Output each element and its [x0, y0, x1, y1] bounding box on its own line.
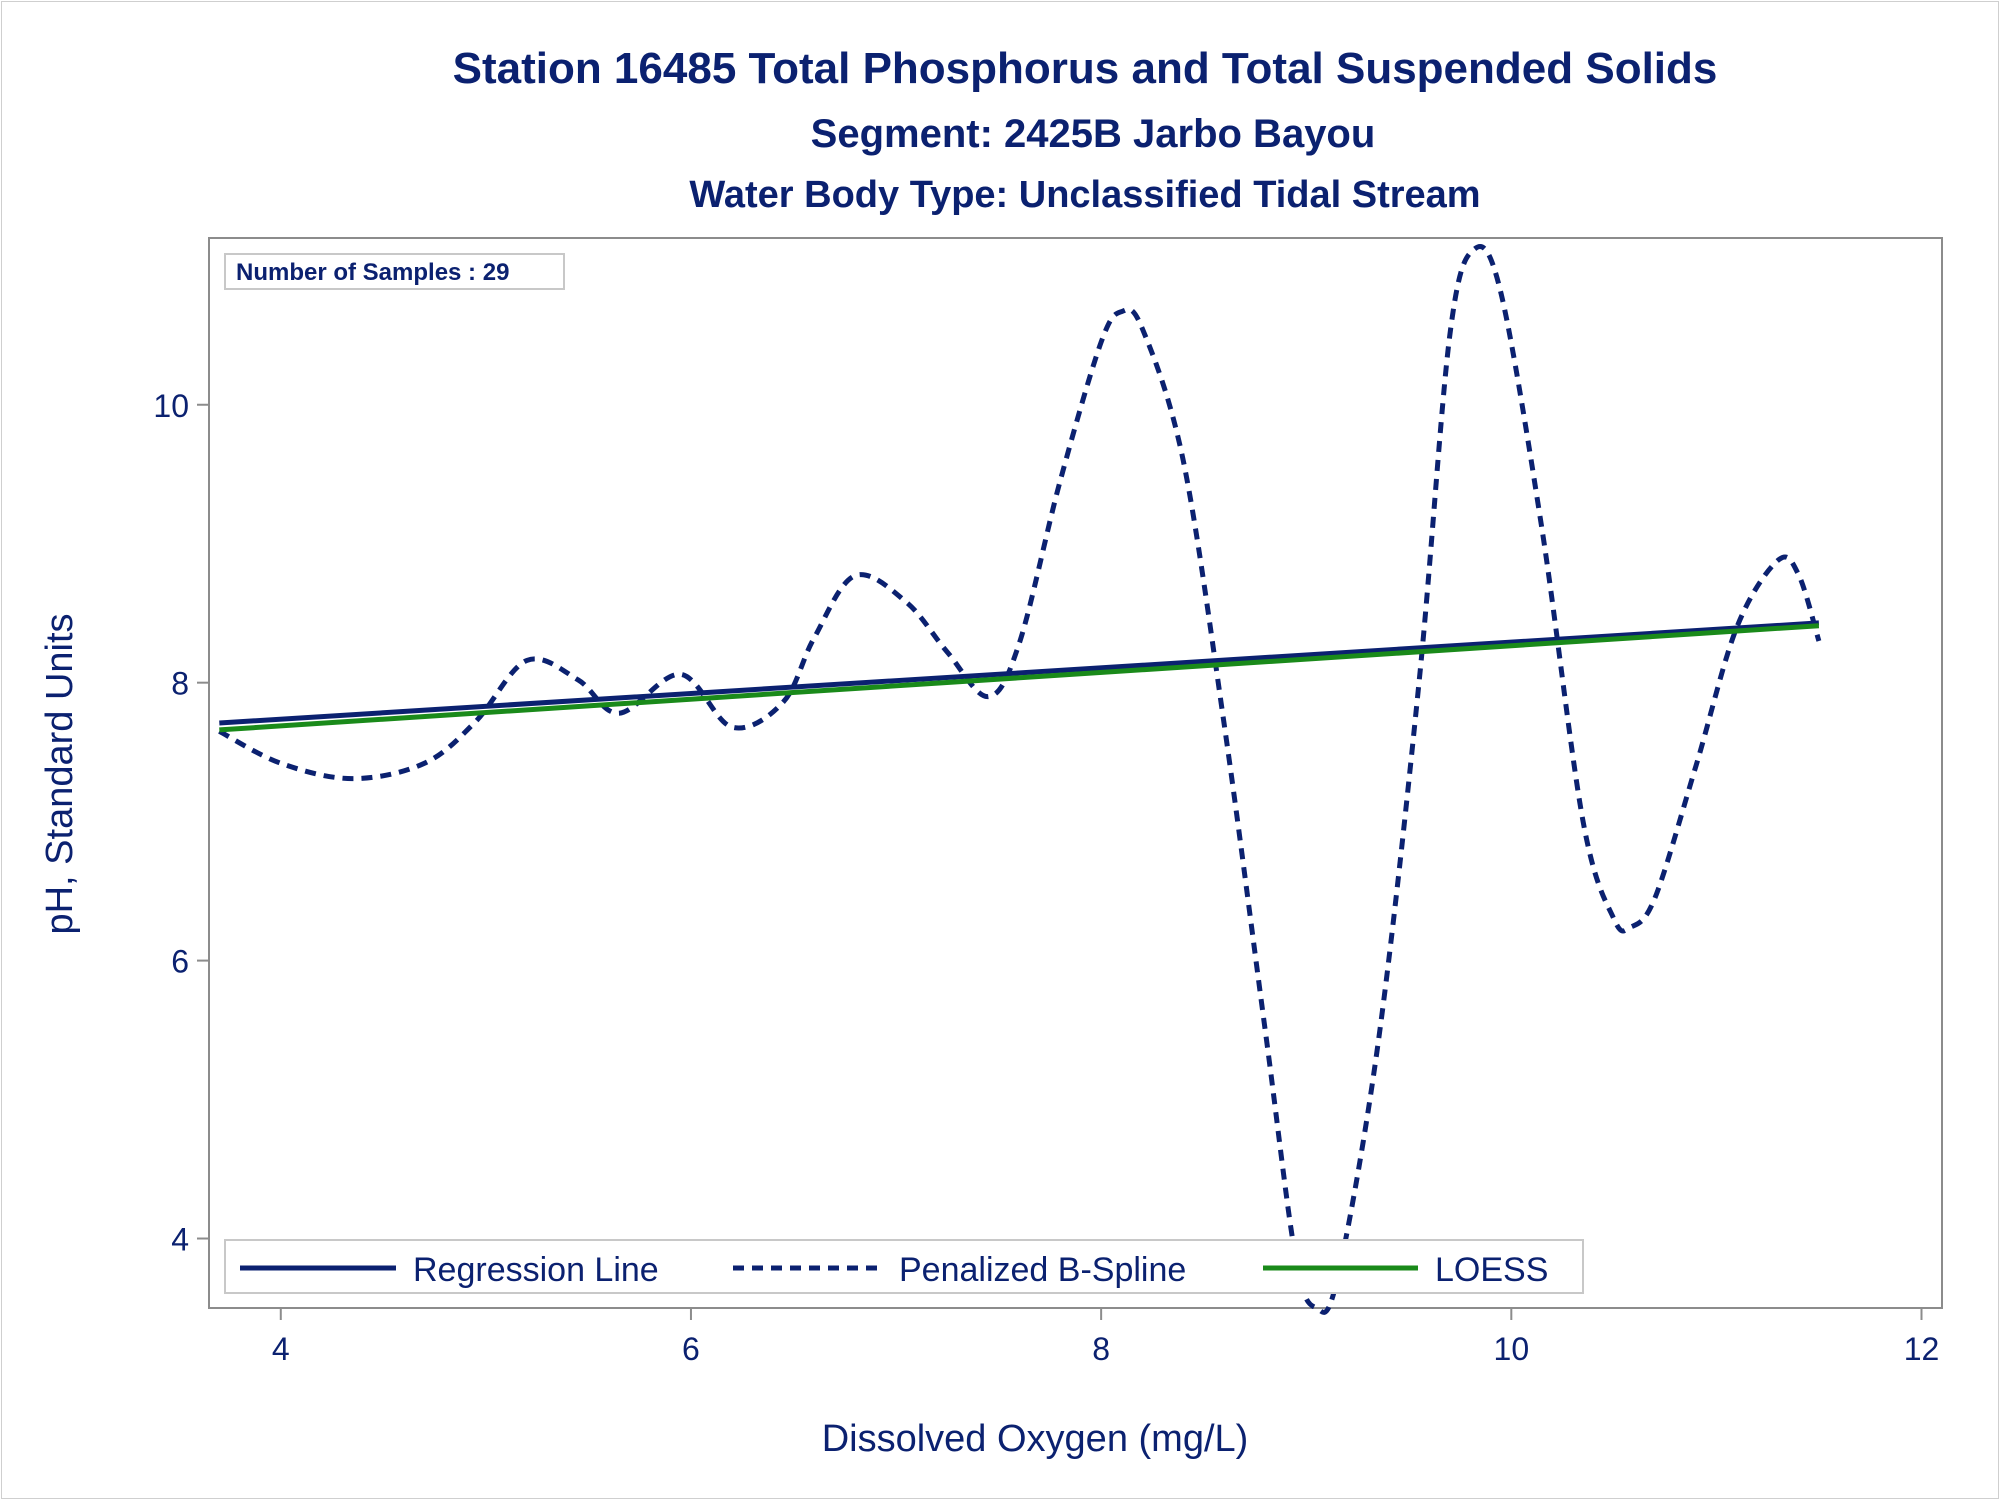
x-axis-label: Dissolved Oxygen (mg/L): [822, 1418, 1249, 1460]
y-axis-label: pH, Standard Units: [39, 613, 81, 934]
legend-label-spline: Penalized B-Spline: [899, 1251, 1186, 1289]
series-line-loess: [219, 623, 1820, 733]
chart-subtitle: Segment: 2425B Jarbo Bayou: [811, 112, 1376, 156]
y-tick-label: 8: [171, 666, 189, 702]
y-tick-label: 4: [171, 1222, 189, 1258]
x-tick-label: 6: [682, 1331, 700, 1367]
chart-title: Station 16485 Total Phosphorus and Total…: [453, 44, 1718, 93]
chart-subtitle-2: Water Body Type: Unclassified Tidal Stre…: [689, 174, 1480, 216]
x-tick-label: 10: [1494, 1331, 1530, 1367]
legend-label-regression: Regression Line: [413, 1251, 659, 1289]
plot-lines: [218, 244, 1822, 1315]
series-line-penalized-b-spline: [218, 244, 1822, 1315]
y-tick-label: 6: [171, 944, 189, 980]
y-axis: 4 6 8 10: [153, 388, 209, 1258]
sample-count-label: Number of Samples : 29: [236, 259, 509, 286]
legend: Regression Line Penalized B-Spline LOESS: [224, 1239, 1584, 1294]
y-tick-label: 10: [153, 388, 189, 424]
legend-label-loess: LOESS: [1435, 1251, 1548, 1289]
plot-area: [208, 237, 1943, 1309]
x-tick-label: 4: [272, 1331, 290, 1367]
sample-count-box: [224, 253, 565, 290]
x-tick-label: 8: [1092, 1331, 1110, 1367]
x-axis: 4 6 8 10 12: [272, 1308, 1939, 1367]
series-line-regression-line: [219, 620, 1820, 726]
x-tick-label: 12: [1904, 1331, 1940, 1367]
